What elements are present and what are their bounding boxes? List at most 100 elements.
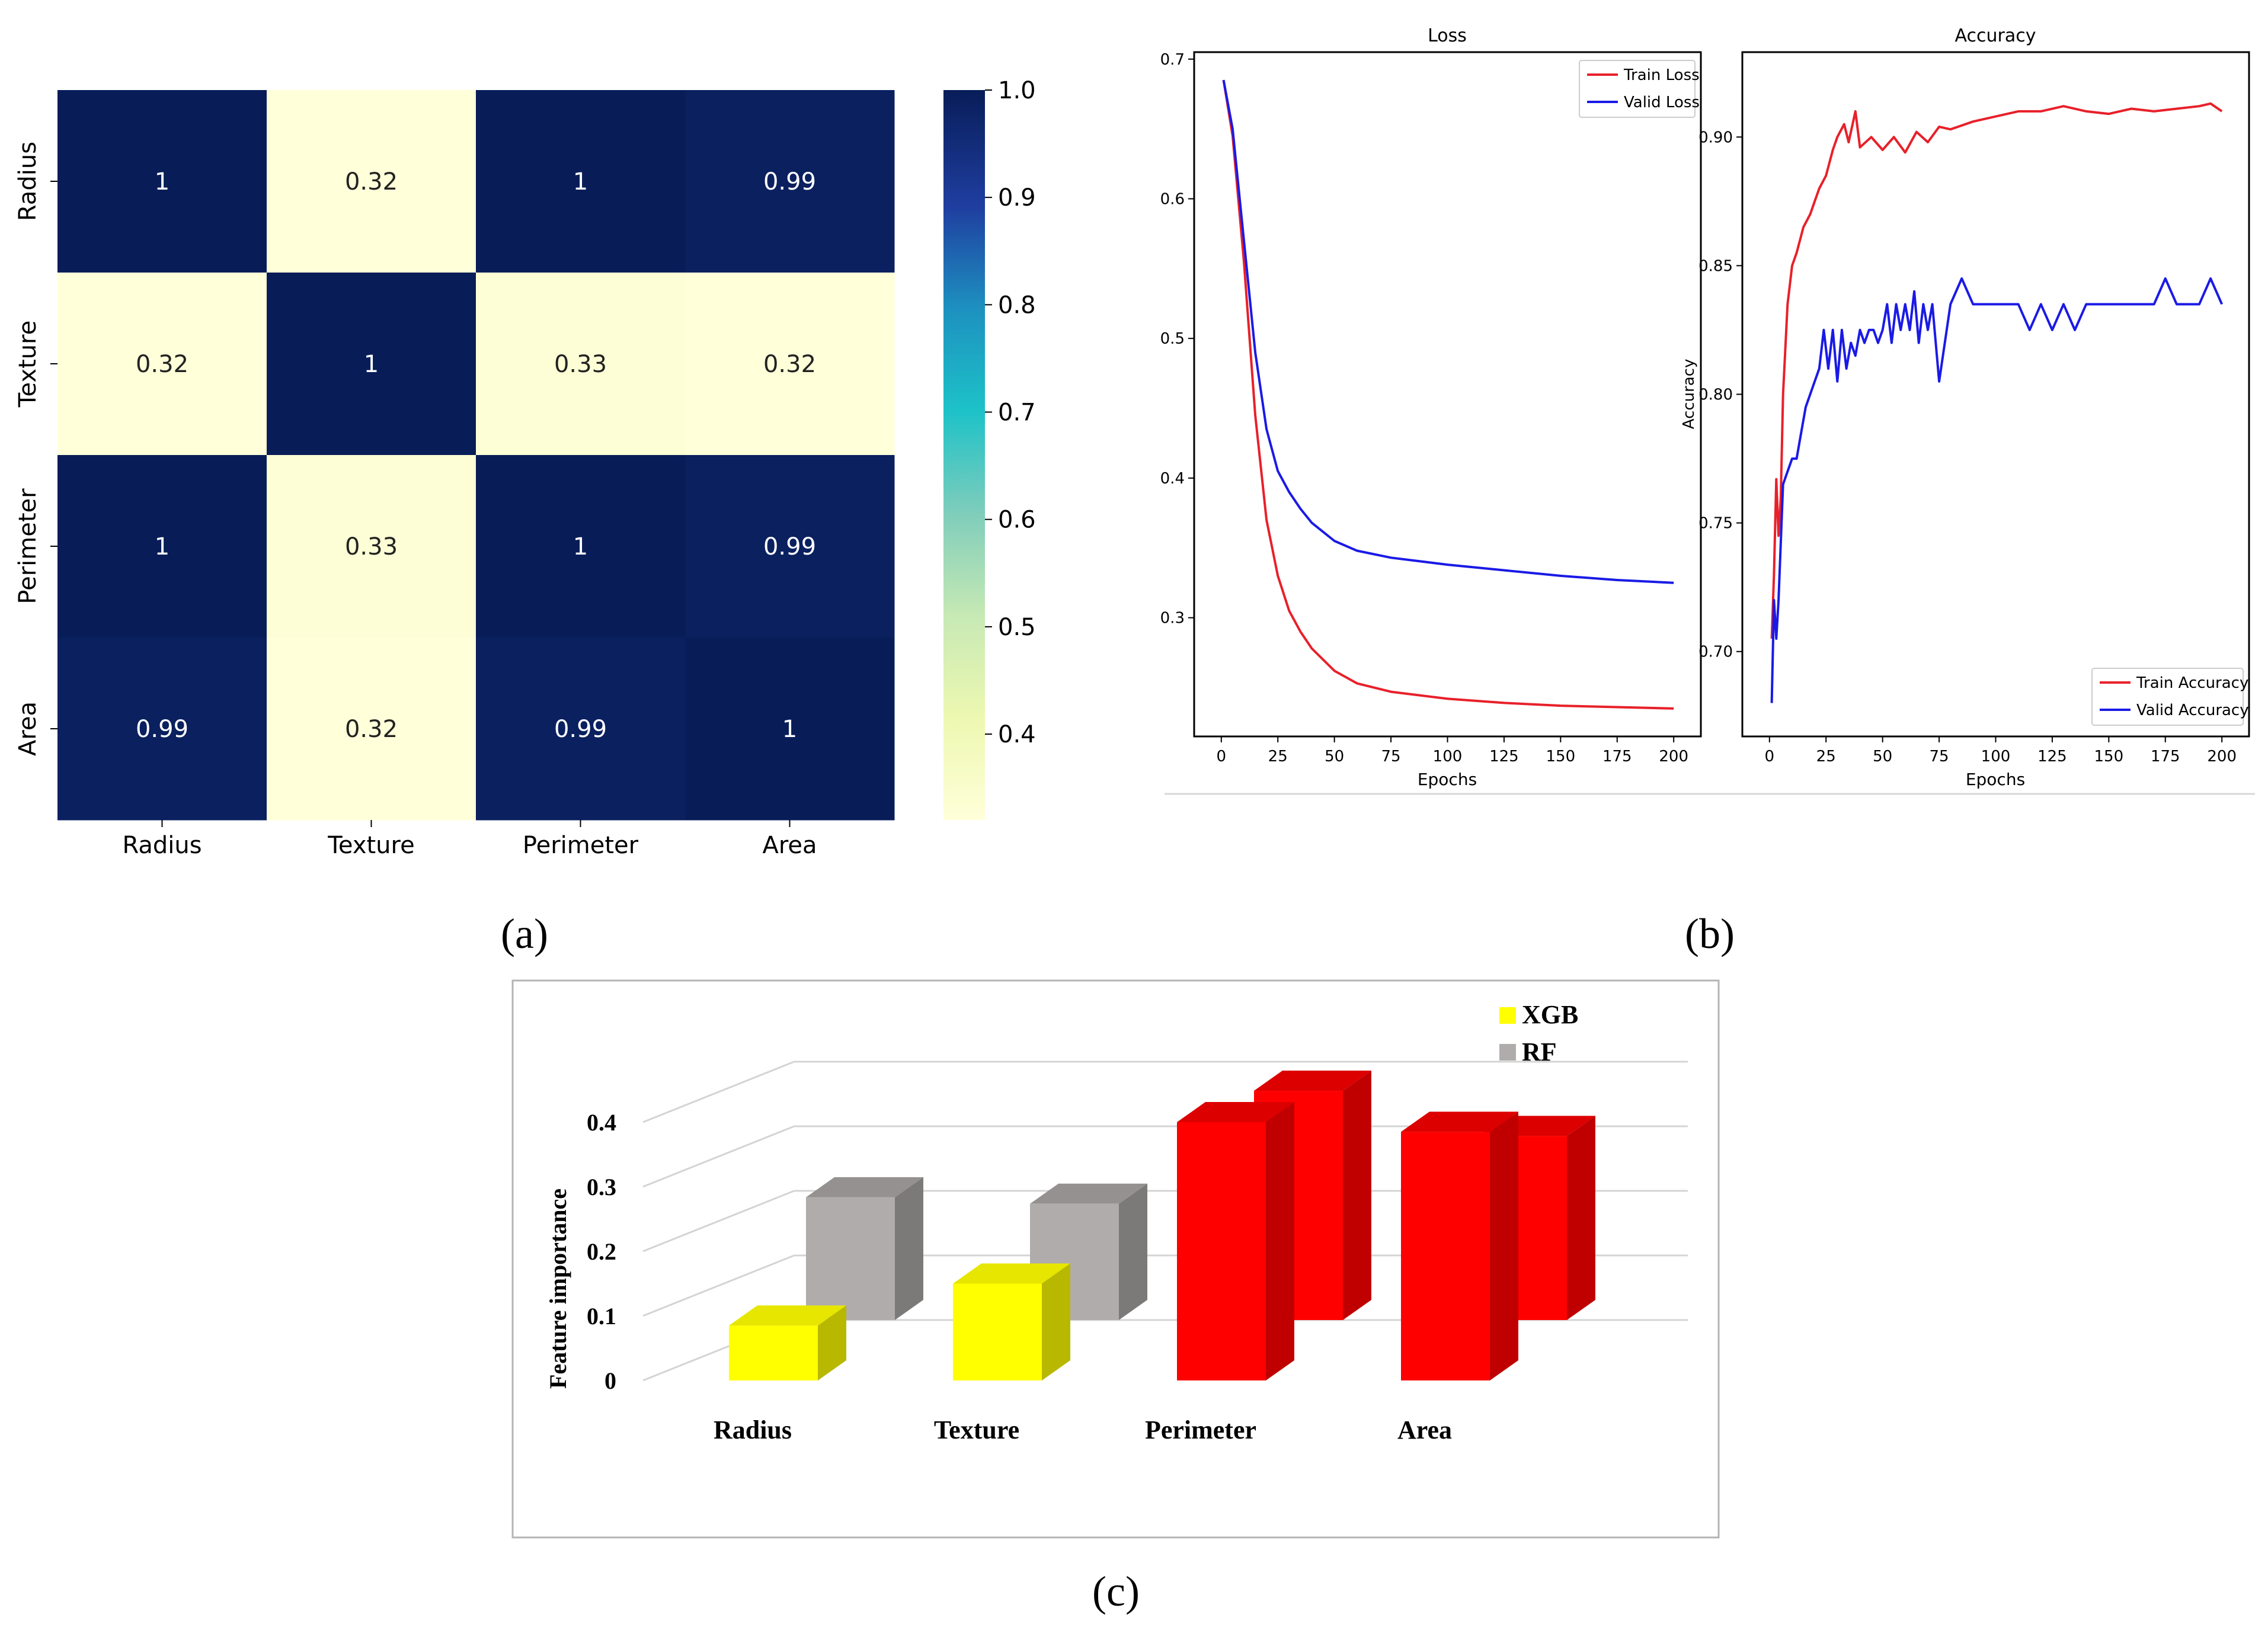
x-tick-label: 0 — [1765, 748, 1775, 765]
heatmap-cell — [476, 90, 686, 273]
loss-plot-frame — [1193, 51, 1702, 738]
heatmap-cell-label: 0.32 — [136, 351, 188, 378]
accuracy-legend-valid: Valid Accuracy — [2136, 701, 2249, 719]
heatmap-cell-label: 0.32 — [345, 716, 398, 743]
x-tick-label: 175 — [2151, 748, 2180, 765]
heatmap-cell-label: 1 — [364, 351, 379, 378]
heatmap-cell — [685, 273, 895, 456]
y-tick-label: 0.85 — [1698, 257, 1733, 275]
bar-rf-side — [1119, 1183, 1147, 1320]
bar-xgb-top — [1401, 1111, 1518, 1132]
colorbar-gradient — [943, 90, 985, 820]
heatmap-cell-label: 0.99 — [763, 533, 816, 560]
y-tick-label: 0.4 — [1160, 470, 1185, 488]
heatmap-y-tick-label: Radius — [14, 142, 41, 221]
heatmap-x-tick-label: Texture — [327, 832, 414, 859]
loss-legend-train: Train Loss — [1623, 66, 1700, 84]
bar-rf-side — [1343, 1071, 1371, 1320]
colorbar-tick-label: 0.9 — [998, 184, 1036, 212]
bar-xgb-side — [1266, 1102, 1294, 1380]
loss-xlabel: Epochs — [1418, 770, 1477, 789]
loss-legend-valid: Valid Loss — [1624, 94, 1700, 111]
bar-xgb-top — [953, 1263, 1070, 1284]
bar-rf-side — [895, 1177, 923, 1320]
heatmap-cell-label: 0.99 — [554, 716, 607, 743]
colorbar-tick-label: 0.4 — [998, 721, 1036, 748]
bar-xgb — [953, 1283, 1042, 1380]
y-tick-label: 0.5 — [1160, 330, 1185, 348]
heatmap-cell — [476, 455, 686, 638]
bar-rf-side — [1567, 1116, 1595, 1320]
loss-title: Loss — [1428, 25, 1467, 46]
bar-xgb — [1401, 1132, 1490, 1380]
y-tick-label: 0.80 — [1698, 386, 1733, 404]
accuracy-chart: Accuracy Epochs Accuracy Train Accuracy … — [1680, 25, 2250, 789]
heatmap-cell — [267, 637, 476, 821]
y-tick-label: 0.7 — [1160, 51, 1185, 69]
y-tick-label: 0.90 — [1698, 129, 1733, 146]
legend-swatch-xgb — [1499, 1007, 1516, 1024]
x-tick-label: 150 — [2094, 748, 2124, 765]
colorbar-tick-label: 0.6 — [998, 507, 1036, 534]
bar-xgb-top — [729, 1305, 846, 1326]
category-label: Radius — [714, 1415, 792, 1444]
category-label: Area — [1397, 1415, 1452, 1444]
x-tick-label: 175 — [1602, 748, 1632, 765]
bar-xgb-side — [1490, 1111, 1518, 1380]
accuracy-ylabel: Accuracy — [1680, 359, 1698, 430]
heatmap-cell-label: 0.32 — [345, 168, 398, 196]
heatmap-cell — [57, 90, 267, 273]
heatmap-cell-label: 1 — [782, 716, 797, 743]
legend-label-xgb: XGB — [1522, 1000, 1578, 1029]
bar-xgb — [729, 1325, 818, 1380]
x-tick-label: 50 — [1873, 748, 1892, 765]
heatmap-cell — [267, 273, 476, 456]
y-tick-label: 0.3 — [587, 1174, 616, 1200]
series-line-train-loss — [1222, 79, 1674, 710]
panel-label-a: (a) — [501, 910, 548, 957]
y-tick-label: 0.70 — [1698, 643, 1733, 661]
bar-xgb-side — [818, 1305, 846, 1380]
y-tick-label: 0.2 — [587, 1238, 616, 1265]
series-line-train-accuracy — [1770, 102, 2223, 639]
x-tick-label: 100 — [1981, 748, 2011, 765]
bar-xgb-top — [1177, 1102, 1294, 1122]
x-tick-label: 75 — [1930, 748, 1949, 765]
heatmap-cell — [685, 637, 895, 821]
x-tick-label: 75 — [1381, 748, 1401, 765]
colorbar-tick-label: 1.0 — [998, 77, 1036, 104]
importance-ylabel: Feature importance — [545, 1188, 571, 1389]
heatmap-cell — [57, 273, 267, 456]
colorbar-tick-label: 0.8 — [998, 291, 1036, 319]
y-tick-label: 0.6 — [1160, 191, 1185, 209]
grid-diagonal — [642, 1125, 795, 1188]
heatmap-x-tick-label: Area — [762, 832, 817, 859]
feature-importance-chart: Feature importance XGB RF 00.10.20.30.4R… — [511, 979, 1720, 1539]
heatmap-cell — [57, 455, 267, 638]
x-tick-label: 150 — [1546, 748, 1576, 765]
y-tick-label: 0 — [604, 1367, 616, 1394]
panel-label-b: (b) — [1685, 910, 1735, 957]
accuracy-legend: Train Accuracy Valid Accuracy — [2091, 668, 2249, 726]
y-tick-label: 0.4 — [587, 1109, 616, 1136]
heatmap-cell-label: 1 — [155, 168, 169, 196]
heatmap-cell — [57, 637, 267, 821]
heatmap-cell — [267, 455, 476, 638]
accuracy-xlabel: Epochs — [1966, 770, 2025, 789]
heatmap-cell-label: 0.33 — [554, 351, 607, 378]
heatmap-y-tick-label: Perimeter — [14, 488, 41, 604]
series-line-valid-loss — [1222, 79, 1674, 584]
heatmap-cell — [685, 455, 895, 638]
panel-label-c: (c) — [1092, 1568, 1140, 1615]
heatmap-cell-label: 0.33 — [345, 533, 398, 560]
loss-legend: Train Loss Valid Loss — [1579, 60, 1700, 118]
x-tick-label: 125 — [1489, 748, 1519, 765]
heatmap-cell-label: 1 — [155, 533, 169, 560]
heatmap-cell — [267, 90, 476, 273]
bar-rf — [806, 1197, 895, 1320]
heatmap-cell-label: 1 — [573, 168, 588, 196]
heatmap-cell-label: 0.99 — [763, 168, 816, 196]
x-tick-label: 25 — [1816, 748, 1836, 765]
grid-diagonal — [642, 1190, 795, 1252]
